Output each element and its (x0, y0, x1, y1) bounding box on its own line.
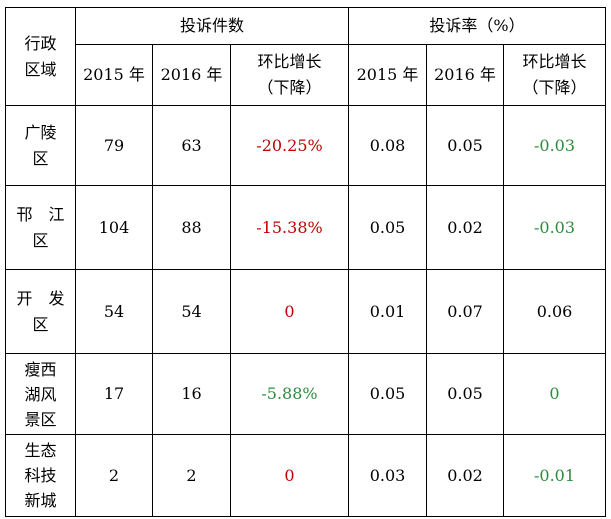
count-2016: 88 (152, 185, 231, 270)
count-change: -15.38% (230, 185, 349, 270)
rate-2016: 0.07 (426, 269, 504, 354)
count-2015: 104 (75, 185, 153, 270)
count-2016: 54 (152, 269, 231, 354)
region-header-line: 区域 (24, 59, 57, 79)
header-row-sub: 2015 年 2016 年 环比增长 （下降） 2015 年 2016 年 环比… (6, 44, 607, 106)
rate-2016: 0.05 (426, 105, 504, 186)
complaint-rate-header: 投诉率（%） (347, 7, 607, 45)
count-change: 0 (230, 269, 349, 354)
rate-2015-header: 2015 年 (348, 44, 427, 106)
count-2015: 79 (75, 105, 153, 186)
rate-2015: 0.08 (348, 105, 427, 186)
rate-2016-header: 2016 年 (426, 44, 504, 106)
header-row-top: 行政 区域 投诉件数 投诉率（%） (5, 7, 607, 106)
change-header-line: （下降） (522, 78, 587, 97)
count-change: 0 (230, 434, 349, 517)
region-name: 广陵 区 (5, 105, 76, 186)
table-row: 瘦西 湖风 景区 17 16 -5.88% 0.05 0.05 0 (5, 353, 607, 435)
table-row: 开 发 区 54 54 0 0.01 0.07 0.06 (5, 269, 607, 354)
count-2016: 63 (152, 105, 231, 186)
count-2016: 2 (152, 434, 231, 517)
rate-2015: 0.03 (348, 434, 427, 517)
table-row: 广陵 区 79 63 -20.25% 0.08 0.05 -0.03 (5, 105, 607, 186)
complaints-table: 行政 区域 投诉件数 投诉率（%） 2015 年 2016 年 环比增长 （下降… (5, 7, 607, 517)
count-2015-header: 2015 年 (75, 44, 153, 106)
count-change: -5.88% (230, 353, 349, 435)
region-header: 行政 区域 (5, 7, 76, 106)
count-2015: 54 (75, 269, 153, 354)
rate-change: -0.01 (502, 434, 607, 517)
count-2015: 17 (75, 353, 153, 435)
change-header-line: 环比增长 (522, 52, 587, 71)
region-header-line: 行政 (24, 33, 57, 53)
rate-change: -0.03 (502, 105, 607, 186)
region-name: 开 发 区 (5, 269, 76, 354)
rate-2015: 0.01 (348, 269, 427, 354)
rate-2015: 0.05 (348, 353, 427, 435)
rate-change: 0.06 (502, 269, 607, 354)
rate-2016: 0.02 (426, 185, 504, 270)
rate-2016: 0.05 (426, 353, 504, 435)
region-name: 生态 科技 新城 (5, 434, 76, 517)
rate-2015: 0.05 (348, 185, 427, 270)
count-2015: 2 (75, 434, 153, 517)
rate-change-header: 环比增长 （下降） (502, 44, 607, 106)
count-change-header: 环比增长 （下降） (230, 44, 349, 106)
region-name: 邗 江 区 (5, 185, 76, 270)
table-row: 生态 科技 新城 2 2 0 0.03 0.02 -0.01 (5, 434, 607, 517)
rate-change: -0.03 (502, 185, 607, 270)
rate-2016: 0.02 (426, 434, 504, 517)
table-row: 邗 江 区 104 88 -15.38% 0.05 0.02 -0.03 (5, 185, 607, 270)
count-2016: 16 (152, 353, 231, 435)
rate-change: 0 (502, 353, 607, 435)
complaints-count-header: 投诉件数 (75, 7, 349, 45)
region-name: 瘦西 湖风 景区 (5, 353, 76, 435)
change-header-line: 环比增长 (257, 52, 322, 71)
count-change: -20.25% (230, 105, 349, 186)
count-2016-header: 2016 年 (152, 44, 231, 106)
change-header-line: （下降） (257, 78, 322, 97)
